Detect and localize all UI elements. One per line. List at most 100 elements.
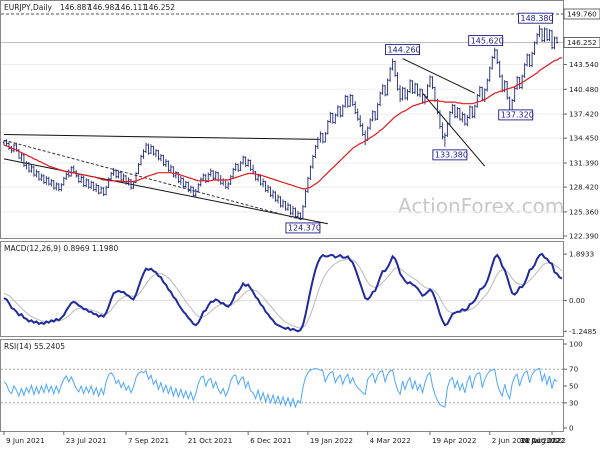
candle: [344, 94, 347, 108]
macd-axis: 1.8933 0.00 -1.2485: [563, 250, 597, 336]
candle: [341, 104, 344, 117]
candle: [244, 156, 247, 167]
candle: [319, 131, 322, 143]
candle: [396, 72, 399, 91]
candle: [336, 105, 339, 117]
candle: [234, 162, 237, 172]
candle: [251, 164, 255, 175]
candle: [548, 29, 551, 42]
candle: [47, 176, 51, 186]
candle: [540, 28, 544, 43]
candle: [199, 177, 202, 187]
candle: [538, 25, 541, 38]
candle: [473, 104, 476, 119]
candle: [52, 179, 56, 190]
candle: [202, 173, 205, 181]
candle: [451, 103, 454, 115]
candle: [174, 171, 178, 179]
price-callout: 145.620: [468, 35, 504, 47]
time-tick-label: 23 Jul 2021: [66, 436, 107, 445]
candle: [491, 55, 494, 70]
time-tick-label: 18 Jul 2022: [520, 436, 561, 445]
candle: [209, 168, 212, 177]
candle: [349, 93, 352, 107]
rsi-tick-label: 70: [569, 365, 579, 374]
candle: [182, 177, 185, 189]
price-tick-label: 131.390: [569, 159, 599, 168]
callout-box: [468, 35, 504, 47]
candle: [164, 158, 168, 167]
price-callout: 144.260: [385, 44, 421, 56]
candle: [226, 181, 230, 190]
candle: [528, 54, 531, 68]
candle: [112, 167, 115, 176]
candle: [154, 149, 158, 158]
candle: [418, 88, 422, 98]
candle: [505, 80, 509, 100]
time-tick-label: 2 Jun 2022: [492, 436, 531, 445]
macd-label: MACD(12,26,9) 0.8969 1.1980: [4, 244, 118, 253]
candle: [381, 84, 384, 95]
candle: [515, 76, 519, 90]
candle: [40, 173, 43, 181]
last-price-label: 146.252: [567, 38, 597, 47]
candle: [57, 183, 61, 192]
candle: [274, 191, 277, 202]
candle: [493, 47, 496, 60]
candle: [149, 144, 153, 154]
candle: [109, 171, 113, 181]
candle: [471, 106, 474, 119]
candle: [371, 110, 374, 122]
candle: [32, 166, 36, 177]
candle: [179, 175, 183, 185]
candle: [60, 183, 63, 192]
candle: [22, 153, 26, 167]
candle: [20, 153, 23, 162]
candle: [301, 205, 305, 220]
candle: [453, 104, 457, 119]
price-callout: 133.380: [432, 149, 468, 161]
rsi-series: [1, 367, 563, 409]
candle: [85, 178, 88, 188]
price-tick-label: 143.540: [569, 60, 599, 69]
candle: [117, 170, 120, 179]
candle: [533, 41, 536, 56]
candle: [346, 95, 349, 108]
candle: [309, 165, 312, 180]
candle: [249, 159, 252, 172]
candle: [184, 180, 188, 189]
open-value: 146.887: [60, 3, 91, 12]
candle: [139, 154, 143, 166]
price-tick-label: 134.450: [569, 134, 599, 143]
candle: [124, 175, 128, 185]
candle: [269, 186, 272, 197]
time-tick-label: 7 Sep 2021: [128, 436, 169, 445]
high-value: 146.982: [88, 3, 119, 12]
candle: [25, 161, 28, 170]
candle: [246, 158, 250, 167]
trendline: [3, 134, 318, 140]
candle: [398, 85, 402, 103]
candle: [361, 123, 364, 137]
candle: [114, 169, 118, 179]
candle: [431, 76, 434, 90]
last-price-box: [563, 37, 600, 48]
candle: [77, 174, 80, 184]
candle: [553, 36, 556, 50]
candle: [468, 105, 472, 120]
candle: [443, 132, 447, 147]
candle: [212, 170, 215, 180]
candle: [376, 102, 379, 120]
candle: [393, 60, 397, 77]
candle: [194, 188, 198, 197]
candle: [271, 189, 275, 199]
price-callouts: 124.370 144.260 133.380 137.320 145.620 148.3…: [285, 12, 554, 234]
time-tick-label: 19 Apr 2022: [432, 436, 476, 445]
candle: [291, 205, 295, 216]
candle: [426, 84, 429, 99]
candle: [306, 176, 310, 193]
candle: [62, 176, 65, 186]
candle: [286, 202, 290, 211]
price-tick-label: 140.480: [569, 85, 599, 94]
candle: [334, 113, 337, 124]
